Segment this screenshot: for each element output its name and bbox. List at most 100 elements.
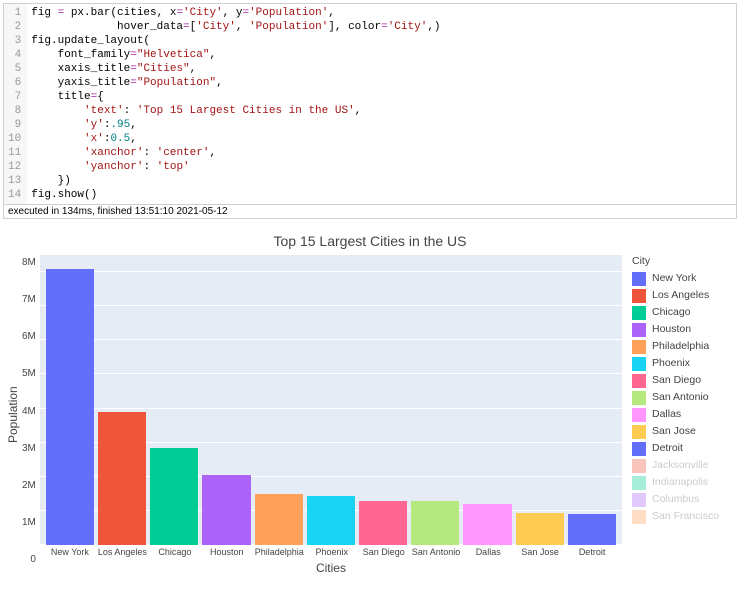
legend-label: Dallas [652,407,681,422]
bar[interactable] [255,494,303,545]
bar[interactable] [568,514,616,545]
legend-item[interactable]: Houston [632,322,736,337]
code-line: title={ [31,90,732,104]
legend-label: Detroit [652,441,683,456]
bar[interactable] [307,496,355,545]
legend-item[interactable]: Columbus [632,492,736,507]
legend-label: Chicago [652,305,691,320]
line-number: 3 [8,34,21,48]
legend-item[interactable]: Phoenix [632,356,736,371]
legend-item[interactable]: Chicago [632,305,736,320]
x-tick-label: Detroit [568,547,616,557]
legend-item[interactable]: San Jose [632,424,736,439]
legend-swatch [632,340,646,354]
legend-item[interactable]: San Francisco [632,509,736,524]
legend-label: Los Angeles [652,288,709,303]
legend-swatch [632,425,646,439]
chart-title: Top 15 Largest Cities in the US [4,227,736,255]
chart-row: Population 8M7M6M5M4M3M2M1M0 New YorkLos… [4,255,736,575]
legend-swatch [632,357,646,371]
bar[interactable] [150,448,198,545]
y-axis-ticks: 8M7M6M5M4M3M2M1M0 [22,255,40,575]
line-number: 6 [8,76,21,90]
legend-swatch [632,391,646,405]
legend-swatch [632,493,646,507]
line-number: 8 [8,104,21,118]
plot-area[interactable] [40,255,622,545]
legend-label: Indianapolis [652,475,708,490]
bar[interactable] [463,504,511,545]
x-tick-label: Philadelphia [255,547,304,557]
legend-label: San Jose [652,424,696,439]
bar[interactable] [98,412,146,545]
legend-swatch [632,374,646,388]
line-number: 4 [8,48,21,62]
legend-label: New York [652,271,696,286]
legend-item[interactable]: San Diego [632,373,736,388]
y-tick-label: 5M [22,368,36,379]
legend-item[interactable]: Jacksonville [632,458,736,473]
plot-column: New YorkLos AngelesChicagoHoustonPhilade… [40,255,622,575]
legend-item[interactable]: New York [632,271,736,286]
x-tick-label: New York [46,547,94,557]
legend-label: San Antonio [652,390,709,405]
legend-swatch [632,408,646,422]
bar[interactable] [411,501,459,545]
legend-item[interactable]: Philadelphia [632,339,736,354]
x-tick-label: Los Angeles [98,547,147,557]
x-axis-ticks: New YorkLos AngelesChicagoHoustonPhilade… [40,545,622,557]
line-number: 7 [8,90,21,104]
y-tick-label: 2M [22,480,36,491]
code-line: }) [31,174,732,188]
gridline [40,373,622,374]
code-content[interactable]: fig = px.bar(cities, x='City', y='Popula… [27,4,736,204]
chart-output: Top 15 Largest Cities in the US Populati… [4,227,736,597]
x-tick-label: Phoenix [308,547,356,557]
line-number: 10 [8,132,21,146]
bar[interactable] [46,269,94,545]
legend-item[interactable]: Dallas [632,407,736,422]
gridline [40,339,622,340]
line-number: 12 [8,160,21,174]
code-body: 1234567891011121314 fig = px.bar(cities,… [4,4,736,204]
legend-label: San Diego [652,373,701,388]
line-number: 5 [8,62,21,76]
legend-swatch [632,476,646,490]
gridline [40,408,622,409]
y-tick-label: 0 [30,554,36,565]
x-tick-label: San Jose [516,547,564,557]
legend-swatch [632,272,646,286]
gridline [40,271,622,272]
legend-swatch [632,510,646,524]
gridline [40,305,622,306]
y-tick-label: 7M [22,294,36,305]
code-line: 'text': 'Top 15 Largest Cities in the US… [31,104,732,118]
line-number: 2 [8,20,21,34]
legend-item[interactable]: Indianapolis [632,475,736,490]
legend-item[interactable]: San Antonio [632,390,736,405]
legend-label: Philadelphia [652,339,709,354]
legend-label: Jacksonville [652,458,709,473]
legend-swatch [632,442,646,456]
code-line: 'yanchor': 'top' [31,160,732,174]
line-number: 9 [8,118,21,132]
code-line: 'xanchor': 'center', [31,146,732,160]
bar[interactable] [202,475,250,545]
y-tick-label: 6M [22,331,36,342]
line-number: 14 [8,188,21,202]
bar[interactable] [359,501,407,545]
y-axis-label: Population [4,255,22,575]
legend-item[interactable]: Detroit [632,441,736,456]
legend-item[interactable]: Los Angeles [632,288,736,303]
x-tick-label: San Antonio [412,547,461,557]
bar[interactable] [516,513,564,545]
x-tick-label: Chicago [151,547,199,557]
code-line: hover_data=['City', 'Population'], color… [31,20,732,34]
line-number-gutter: 1234567891011121314 [4,4,27,204]
legend-label: Houston [652,322,691,337]
code-line: font_family="Helvetica", [31,48,732,62]
code-line: 'x':0.5, [31,132,732,146]
y-tick-label: 4M [22,406,36,417]
x-tick-label: Dallas [464,547,512,557]
line-number: 1 [8,6,21,20]
